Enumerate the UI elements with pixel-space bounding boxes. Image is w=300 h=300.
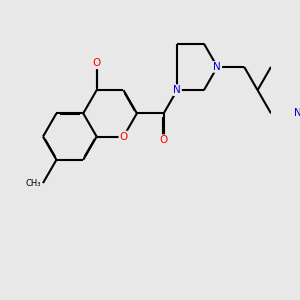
Text: N: N [294, 108, 300, 118]
Text: N: N [173, 85, 181, 95]
Text: O: O [160, 135, 168, 145]
Text: O: O [92, 58, 101, 68]
Text: N: N [214, 62, 221, 72]
Text: CH₃: CH₃ [26, 178, 41, 188]
Text: O: O [119, 132, 128, 142]
